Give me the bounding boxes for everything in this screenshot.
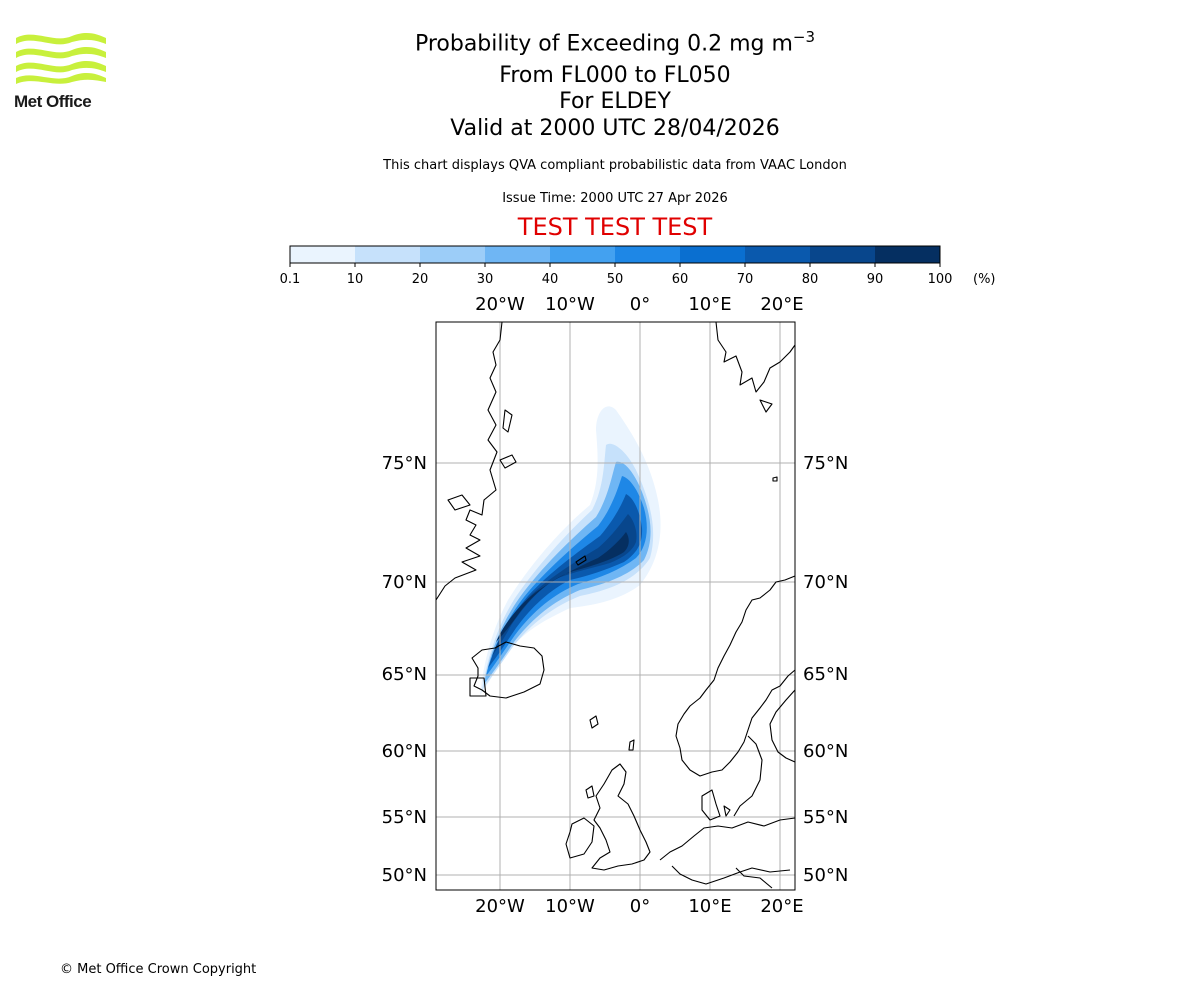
- logo-wordmark: Met Office: [14, 92, 92, 111]
- map-gridlines: [436, 322, 795, 890]
- lon-label: 20°W: [475, 896, 525, 917]
- copyright: © Met Office Crown Copyright: [60, 962, 257, 977]
- lat-label: 75°N: [803, 453, 848, 474]
- flight-level-range: From FL000 to FL050: [499, 63, 731, 88]
- lat-label: 50°N: [382, 865, 427, 886]
- lat-label: 60°N: [803, 741, 848, 762]
- lat-label: 75°N: [382, 453, 427, 474]
- valid-time: Valid at 2000 UTC 28/04/2026: [450, 116, 780, 141]
- lon-label: 10°W: [545, 896, 595, 917]
- lat-labels-right: 75°N 70°N 65°N 60°N 55°N 50°N: [803, 453, 848, 886]
- lat-labels-left: 75°N 70°N 65°N 60°N 55°N 50°N: [382, 453, 427, 886]
- lat-label: 70°N: [803, 572, 848, 593]
- met-office-logo: [16, 32, 106, 84]
- lon-labels-top: 20°W 10°W 0° 10°E 20°E: [475, 294, 803, 315]
- lon-label: 20°W: [475, 294, 525, 315]
- chart-description: This chart displays QVA compliant probab…: [383, 158, 847, 173]
- map-frame: [435, 321, 796, 891]
- lon-label: 10°E: [688, 294, 731, 315]
- lat-label: 55°N: [382, 807, 427, 828]
- lon-label: 0°: [630, 896, 650, 917]
- lat-label: 65°N: [803, 664, 848, 685]
- test-banner: TEST TEST TEST: [517, 213, 713, 241]
- lat-label: 70°N: [382, 572, 427, 593]
- title-text: Probability of Exceeding 0.2 mg m: [414, 31, 793, 57]
- lon-label: 0°: [630, 294, 650, 315]
- title-exponent: −3: [792, 28, 816, 46]
- coastlines: [435, 321, 796, 889]
- lon-label: 10°E: [688, 896, 731, 917]
- lon-label: 10°W: [545, 294, 595, 315]
- chart-title: Probability of Exceeding 0.2 mg m−3: [0, 28, 1200, 56]
- lat-label: 50°N: [803, 865, 848, 886]
- lat-label: 55°N: [803, 807, 848, 828]
- volcano-name: For ELDEY: [559, 89, 671, 114]
- lon-label: 20°E: [760, 896, 803, 917]
- lon-labels-bottom: 20°W 10°W 0° 10°E 20°E: [475, 896, 803, 917]
- lon-label: 20°E: [760, 294, 803, 315]
- lat-label: 60°N: [382, 741, 427, 762]
- lat-label: 65°N: [382, 664, 427, 685]
- issue-time: Issue Time: 2000 UTC 27 Apr 2026: [502, 191, 728, 206]
